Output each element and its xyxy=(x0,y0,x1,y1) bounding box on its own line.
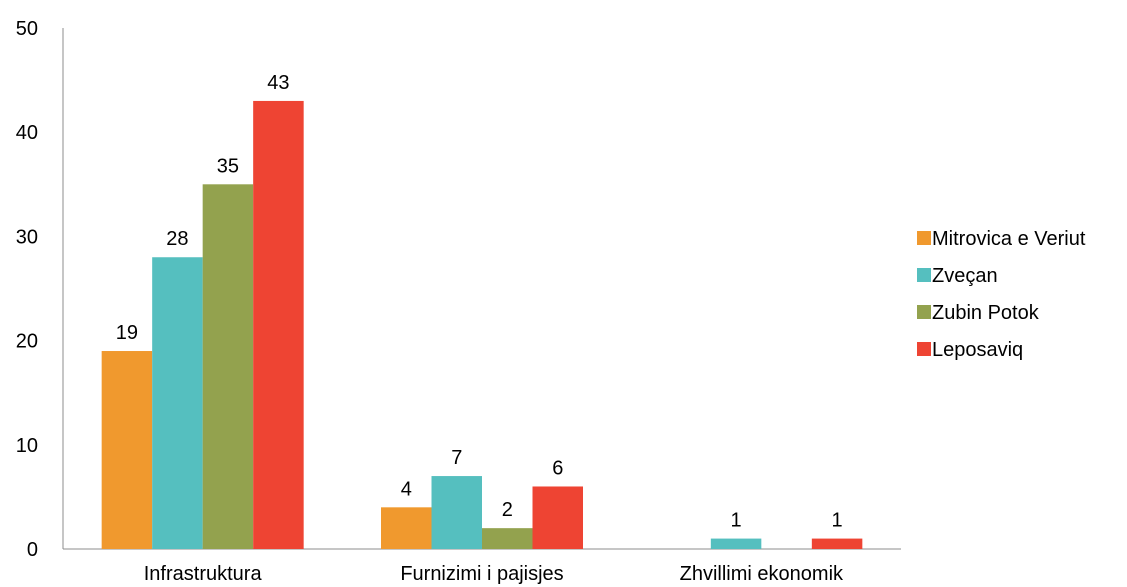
data-label: 35 xyxy=(217,155,239,177)
bar-zve-an-0 xyxy=(152,257,203,549)
bar-mitrovica-e-veriut-0 xyxy=(101,351,153,549)
data-label: 19 xyxy=(116,322,138,344)
bar-leposaviq-2 xyxy=(811,538,863,549)
bar-leposaviq-1 xyxy=(532,486,583,549)
y-tick-label: 30 xyxy=(16,226,38,248)
legend: Mitrovica e Veriut Zveçan Zubin Potok Lepos… xyxy=(917,228,1086,361)
y-tick-label: 50 xyxy=(16,18,38,40)
bar-zubin-potok-0 xyxy=(202,184,254,550)
legend-swatch xyxy=(917,305,931,319)
bar-zve-an-2 xyxy=(710,538,762,549)
category-labels: Infrastruktura Furnizimi i pajisjes Zhvill… xyxy=(144,563,844,585)
data-label: 28 xyxy=(166,228,188,250)
data-label: 7 xyxy=(451,447,462,469)
bar-leposaviq-0 xyxy=(253,100,304,549)
data-label: 4 xyxy=(401,478,412,500)
category-label: Zhvillimi ekonomik xyxy=(680,563,844,585)
y-axis-ticks: 0 10 20 30 40 50 xyxy=(16,18,38,561)
bar-zve-an-1 xyxy=(431,476,482,549)
data-labels: 19 28 35 43 4 7 2 6 1 1 xyxy=(116,72,843,532)
legend-label: Leposaviq xyxy=(932,339,1023,361)
data-label: 2 xyxy=(502,499,513,521)
y-tick-label: 40 xyxy=(16,122,38,144)
legend-label: Mitrovica e Veriut xyxy=(932,228,1086,250)
legend-label: Zveçan xyxy=(932,265,998,287)
data-label: 1 xyxy=(832,510,843,532)
category-label: Furnizimi i pajisjes xyxy=(400,563,563,585)
bar-zubin-potok-1 xyxy=(482,528,533,549)
data-label: 6 xyxy=(552,457,563,479)
legend-swatch xyxy=(917,342,931,356)
y-tick-label: 10 xyxy=(16,435,38,457)
y-tick-label: 0 xyxy=(27,539,38,561)
category-label: Infrastruktura xyxy=(144,563,263,585)
bar-group xyxy=(101,100,863,550)
legend-swatch xyxy=(917,231,931,245)
legend-swatch xyxy=(917,268,931,282)
legend-label: Zubin Potok xyxy=(932,302,1040,324)
bar-mitrovica-e-veriut-1 xyxy=(381,507,432,549)
data-label: 1 xyxy=(731,510,742,532)
data-label: 43 xyxy=(267,72,289,94)
y-tick-label: 20 xyxy=(16,331,38,353)
